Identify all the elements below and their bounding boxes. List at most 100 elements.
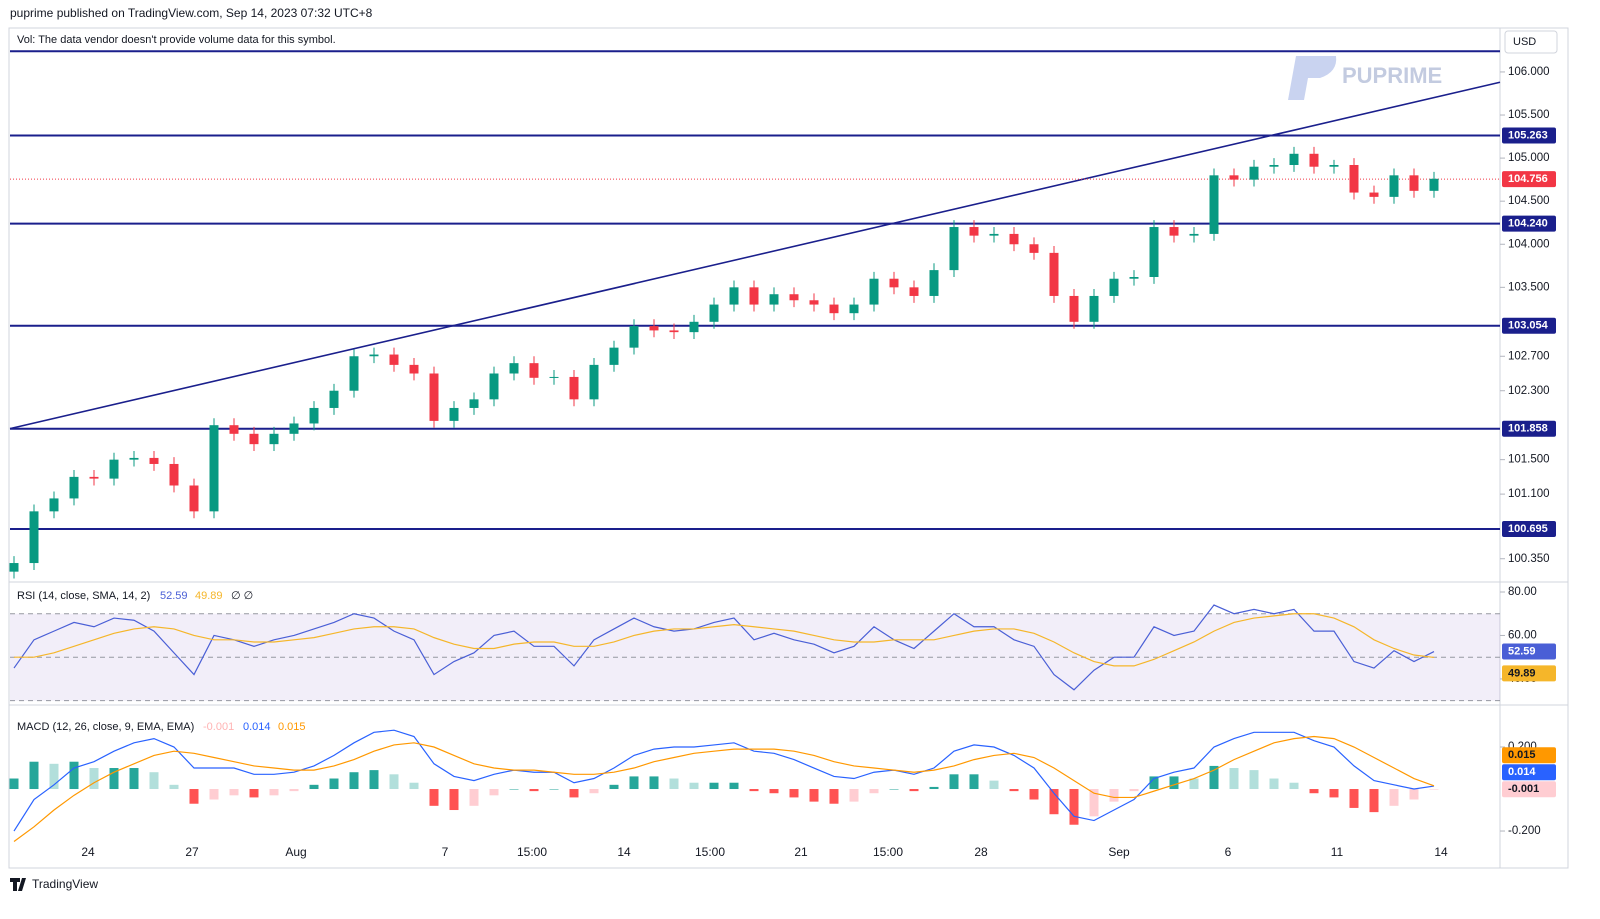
macd-histogram-bar <box>129 768 139 790</box>
candle-body <box>1169 227 1179 236</box>
macd-histogram-bar <box>449 789 459 811</box>
macd-histogram-bar <box>669 778 679 790</box>
macd-histogram-bar <box>609 784 619 790</box>
macd-histogram-bar <box>1069 789 1079 825</box>
candle-body <box>1129 276 1139 279</box>
macd-histogram-bar <box>1269 778 1279 790</box>
macd-histogram-bar <box>1109 789 1119 802</box>
candle-body <box>169 463 179 486</box>
macd-histogram-bar <box>229 789 239 796</box>
macd-value-box <box>1502 764 1556 781</box>
candle-body <box>469 399 479 408</box>
macd-histogram-bar <box>1349 789 1359 808</box>
x-tick-label: Sep <box>1108 845 1130 859</box>
macd-histogram-bar <box>989 780 999 790</box>
candle-body <box>689 321 699 333</box>
candle-body <box>809 300 819 305</box>
rsi-sma-value: 49.89 <box>195 590 223 602</box>
candle-body <box>949 227 959 271</box>
macd-histogram-bar <box>649 776 659 790</box>
rsi-extra: ∅ ∅ <box>231 590 253 602</box>
macd-histogram-bar <box>789 789 799 798</box>
rsi-title: RSI (14, close, SMA, 14, 2) <box>17 590 150 602</box>
y-tick-label: 105.000 <box>1508 152 1550 164</box>
candle-body <box>229 425 239 434</box>
candle-body <box>1009 233 1019 245</box>
macd-histogram-bar <box>69 761 79 790</box>
rsi-value-label: 52.59 <box>1508 645 1536 657</box>
macd-histogram-bar <box>1209 765 1219 790</box>
candle-body <box>1309 153 1319 167</box>
macd-histogram-bar <box>1389 789 1399 806</box>
candle-body <box>1149 227 1159 277</box>
candle-body <box>1249 166 1259 180</box>
candle-body <box>1089 295 1099 322</box>
signal-value-label: 0.015 <box>1508 749 1536 761</box>
macd-histogram-bar <box>929 786 939 790</box>
candle-body <box>969 227 979 236</box>
x-tick-label: 14 <box>1434 845 1448 859</box>
macd-histogram-bar <box>689 782 699 790</box>
x-tick-label: 7 <box>442 845 449 859</box>
candle-body <box>129 457 139 460</box>
candle-body <box>629 326 639 348</box>
level-box <box>1502 215 1556 232</box>
currency-box[interactable] <box>1504 30 1558 54</box>
y-tick-label: 104.000 <box>1508 238 1550 250</box>
published-note: puprime published on TradingView.com, Se… <box>10 6 373 20</box>
macd-histogram-bar <box>169 784 179 790</box>
candle-body <box>69 476 79 499</box>
macd-histogram-bar <box>909 789 919 792</box>
rsi-band <box>10 613 1500 701</box>
macd-value-label: 0.014 <box>1508 766 1536 778</box>
candle-body <box>9 563 19 572</box>
candle-body <box>1329 164 1339 167</box>
macd-histogram-bar <box>249 789 259 798</box>
macd-histogram-bar <box>1329 789 1339 798</box>
y-tick-label: 105.500 <box>1508 109 1550 121</box>
candle-body <box>29 511 39 564</box>
candle-body <box>609 347 619 365</box>
macd-histogram-bar <box>1409 789 1419 800</box>
candle-body <box>1409 175 1419 191</box>
level-label: 100.695 <box>1508 523 1548 535</box>
candle-body <box>369 354 379 357</box>
macd-line <box>13 735 1435 843</box>
trendline <box>9 81 1501 430</box>
macd-histogram-bar <box>9 778 19 790</box>
rsi-line <box>14 613 1435 667</box>
macd-histogram-bar <box>869 789 879 794</box>
candle-body <box>429 373 439 421</box>
macd-hist-value-box <box>1502 781 1556 798</box>
macd-histogram-bar <box>709 782 719 790</box>
candle-body <box>409 364 419 374</box>
macd-histogram-bar <box>809 789 819 802</box>
candle-body <box>1049 252 1059 296</box>
candle-body <box>649 326 659 331</box>
candle-body <box>869 278 879 305</box>
candle-body <box>1209 175 1219 234</box>
y-tick-label: 60.00 <box>1508 629 1537 641</box>
brand: TradingView <box>32 877 98 891</box>
rsi-line <box>13 604 1435 691</box>
rsi-value: 52.59 <box>160 590 188 602</box>
y-tick-label: 102.300 <box>1508 385 1550 397</box>
macd-histogram-bar <box>429 789 439 806</box>
candle-body <box>1189 233 1199 236</box>
x-tick-label: 27 <box>185 845 199 859</box>
macd-title: MACD (12, 26, close, 9, EMA, EMA) <box>17 721 194 733</box>
candle-body <box>489 373 499 400</box>
candle-body <box>1029 244 1039 253</box>
level-label: 101.858 <box>1508 423 1548 435</box>
macd-histogram-bar <box>109 768 119 790</box>
candle-body <box>509 363 519 374</box>
macd-histogram-bar <box>829 789 839 804</box>
macd-histogram-bar <box>589 789 599 794</box>
macd-histogram-bar <box>1309 789 1319 794</box>
currency: USD <box>1513 36 1536 48</box>
x-tick-label: 14 <box>617 845 631 859</box>
candle-body <box>549 376 559 378</box>
x-tick-label: 24 <box>81 845 95 859</box>
